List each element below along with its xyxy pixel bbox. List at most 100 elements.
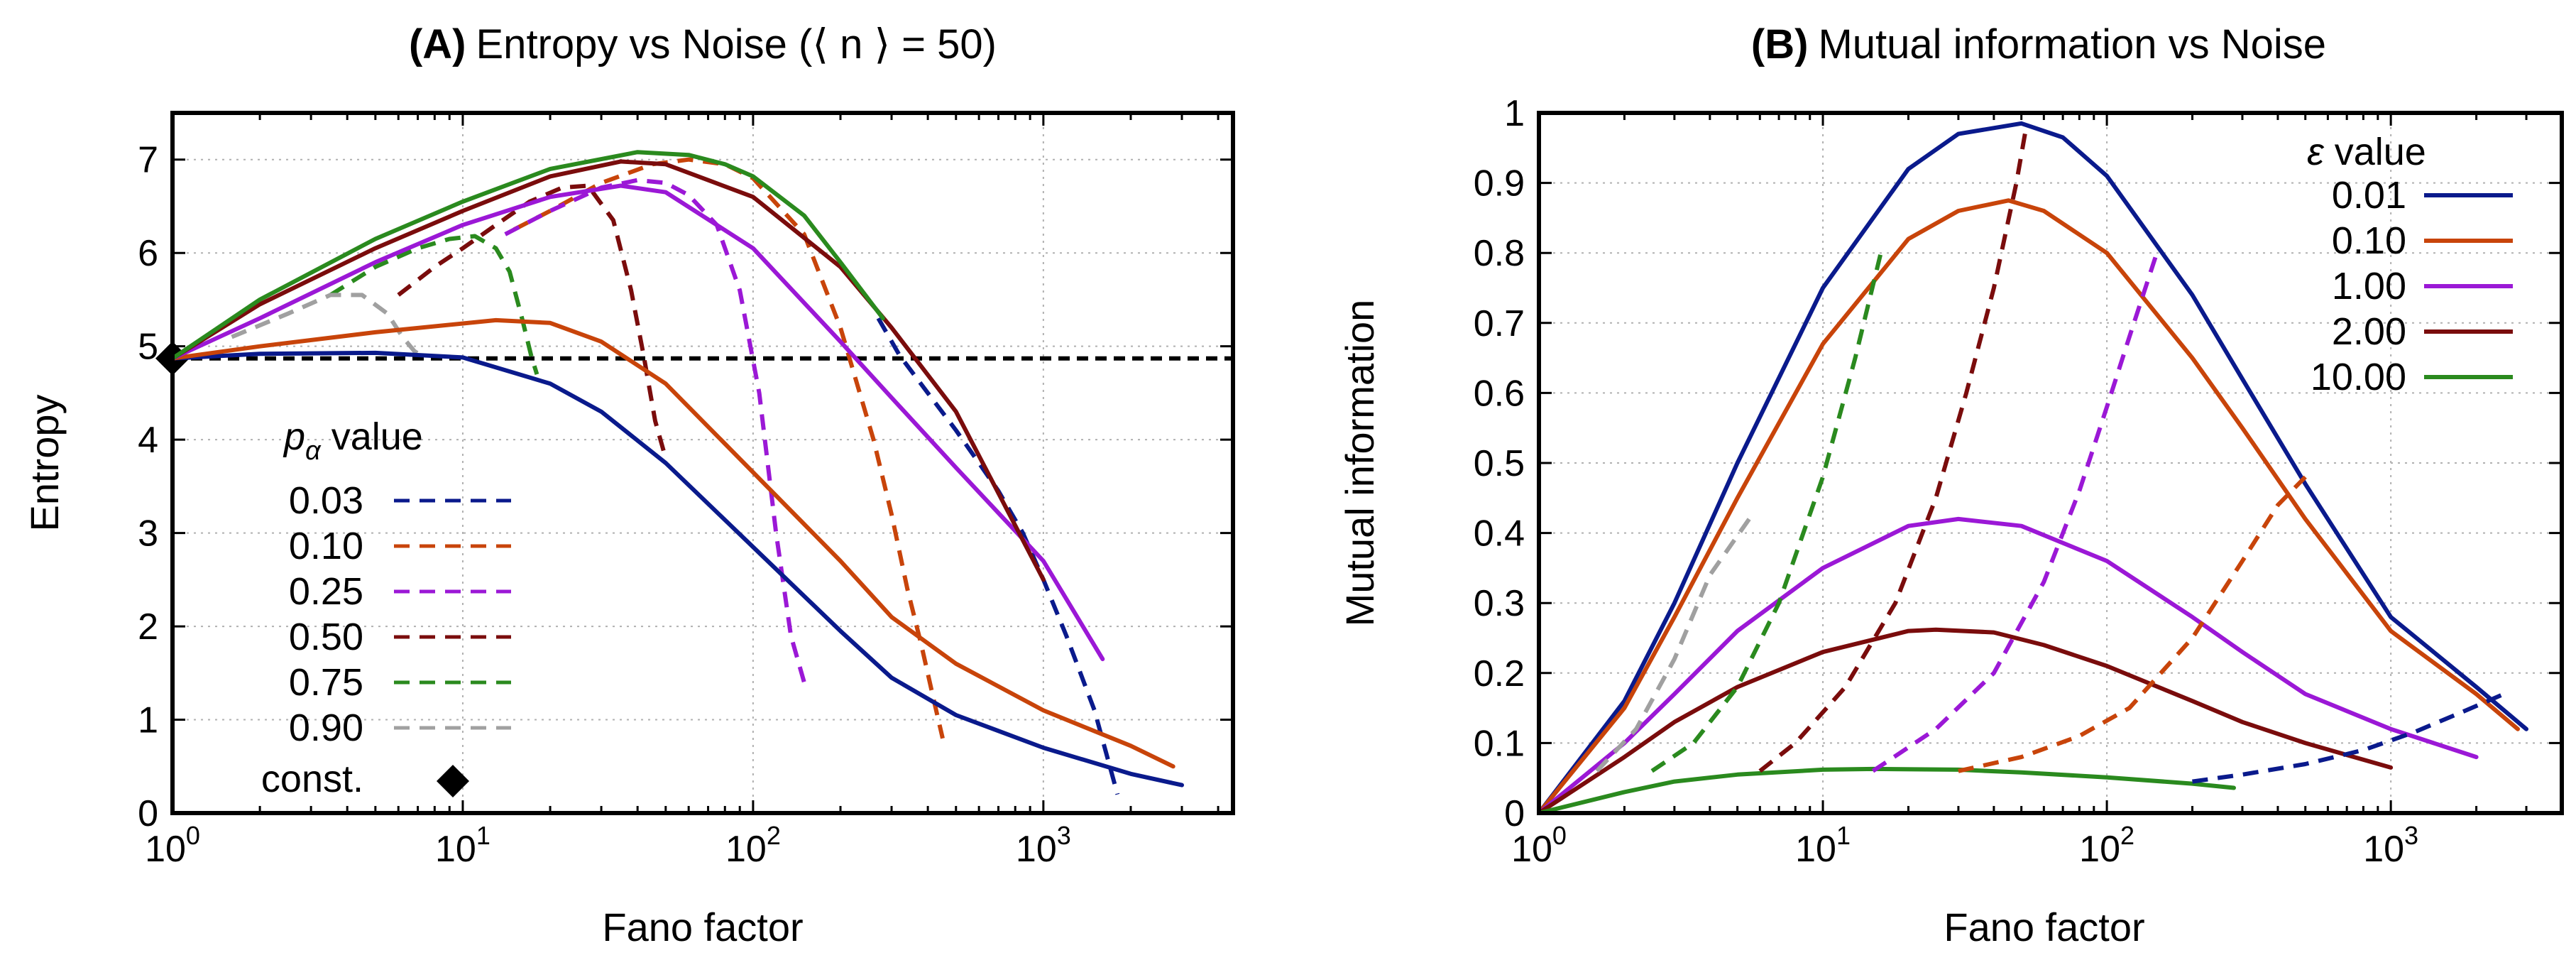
- panel-a-legend: pα value 0.030.100.250.500.750.90 const.: [261, 415, 511, 800]
- panel-b-mutual-information: (B) Mutual information vs Noise 100 101 102…: [1337, 21, 2564, 949]
- series-line-d4: [1758, 126, 2029, 773]
- x-tick-exponent: 3: [2404, 821, 2418, 850]
- panel-b-ylabel: Mutual information: [1337, 300, 1382, 627]
- y-tick-label: 0.2: [1474, 653, 1525, 694]
- series-line-10.00: [1537, 766, 2236, 815]
- x-tick-label: 101: [435, 821, 490, 870]
- series-line-0.90: [231, 293, 423, 358]
- x-tick-exponent: 1: [476, 821, 490, 850]
- series-line-d2: [1958, 475, 2307, 773]
- x-tick-label: 102: [725, 821, 781, 870]
- legend-b-label: 0.01: [2332, 174, 2406, 217]
- legend-b-title-text: value: [2324, 131, 2426, 173]
- x-tick-exponent: 3: [1057, 821, 1071, 850]
- y-tick-label: 0: [138, 793, 158, 834]
- x-tick-base: 10: [145, 829, 186, 870]
- x-tick-label: 100: [1511, 821, 1567, 870]
- legend-a-title-text: value: [321, 415, 423, 458]
- legend-a-label: 0.10: [289, 525, 363, 567]
- panel-a-entropy: (A) Entropy vs Noise (⟨ n ⟩ = 50) 100 101 1…: [22, 21, 1235, 949]
- y-tick-label: 1: [1504, 93, 1525, 134]
- panel-a-title-tag: (A): [409, 21, 466, 67]
- legend-a-label: 0.25: [289, 570, 363, 613]
- panel-b-series: [1537, 121, 2528, 815]
- legend-a-label: 0.75: [289, 661, 363, 704]
- x-tick-base: 10: [2079, 829, 2120, 870]
- y-tick-label: 2: [138, 606, 158, 648]
- series-line-0.10: [1537, 198, 2520, 815]
- legend-a-label: 0.90: [289, 707, 363, 749]
- panel-a-grid: [172, 113, 1233, 813]
- y-tick-label: 0.9: [1474, 163, 1525, 205]
- x-tick-label: 103: [2363, 821, 2418, 870]
- series-line-d1: [2192, 692, 2505, 784]
- series-line-s1: [170, 350, 1184, 788]
- series-line-0.03: [876, 317, 1120, 795]
- x-tick-label: 101: [1795, 821, 1851, 870]
- x-tick-label: 103: [1016, 821, 1071, 870]
- series-line-s4: [170, 159, 1046, 582]
- y-tick-label: 0.5: [1474, 443, 1525, 484]
- panel-a-xlabel: Fano factor: [602, 905, 803, 949]
- x-tick-base: 10: [725, 829, 767, 870]
- legend-a-label: 0.03: [289, 479, 363, 522]
- x-tick-base: 10: [435, 829, 476, 870]
- panel-b-xlabel: Fano factor: [1944, 905, 2144, 949]
- x-tick-exponent: 0: [186, 821, 200, 850]
- series-line-d6: [1595, 518, 1751, 773]
- panel-b-title-text: Mutual information vs Noise: [1818, 21, 2326, 67]
- series-line-0.10: [513, 157, 945, 739]
- series-line-s5: [170, 150, 885, 361]
- panel-b-ticks: 100 101 102 10300.10.20.30.40.50.60.70.80.9…: [1474, 93, 2563, 870]
- legend-a-label: 0.50: [289, 616, 363, 658]
- panel-b-grid: [1539, 113, 2562, 813]
- legend-a-const-label: const.: [261, 758, 363, 800]
- y-tick-label: 3: [138, 513, 158, 555]
- panel-b-legend-title: ε value: [2307, 131, 2426, 173]
- panel-a-series: [155, 150, 1233, 795]
- panel-a-title: (A) Entropy vs Noise (⟨ n ⟩ = 50): [409, 21, 997, 67]
- x-tick-base: 10: [1016, 829, 1057, 870]
- x-tick-exponent: 0: [1552, 821, 1567, 850]
- panel-a-title-text: Entropy vs Noise (⟨ n ⟩ = 50): [476, 21, 997, 67]
- series-line-s2: [170, 317, 1175, 769]
- y-tick-label: 0.8: [1474, 233, 1525, 274]
- panel-b-title: (B) Mutual information vs Noise: [1751, 21, 2326, 67]
- x-tick-base: 10: [1795, 829, 1836, 870]
- x-tick-base: 10: [1511, 829, 1552, 870]
- legend-b-label: 0.10: [2332, 219, 2406, 262]
- y-tick-label: 0: [1504, 793, 1525, 834]
- series-line-s3: [170, 183, 1105, 662]
- series-line-1.00: [1537, 516, 2479, 815]
- x-tick-label: 102: [2079, 821, 2134, 870]
- y-tick-label: 5: [138, 327, 158, 368]
- panel-a-legend-items: 0.030.100.250.500.750.90: [289, 479, 511, 749]
- y-tick-label: 0.3: [1474, 583, 1525, 624]
- legend-b-label: 2.00: [2332, 310, 2406, 353]
- y-tick-label: 0.4: [1474, 513, 1525, 555]
- panel-b-title-tag: (B): [1751, 21, 1809, 67]
- legend-b-label: 10.00: [2311, 356, 2406, 398]
- y-tick-label: 7: [138, 140, 158, 181]
- series-line-0.25: [504, 178, 806, 683]
- y-tick-label: 0.6: [1474, 373, 1525, 414]
- series-line-d5: [1650, 252, 1883, 773]
- x-tick-exponent: 1: [1836, 821, 1851, 850]
- x-tick-base: 10: [2363, 829, 2404, 870]
- series-line-2.00: [1537, 627, 2394, 815]
- legend-b-title-symbol: ε: [2307, 131, 2325, 173]
- x-tick-exponent: 2: [767, 821, 781, 850]
- y-tick-label: 4: [138, 420, 158, 461]
- series-line-0.50: [397, 183, 668, 459]
- legend-a-const-diamond-icon: [437, 765, 469, 797]
- series-line-0.01: [1537, 121, 2528, 815]
- legend-a-title-symbol: p: [283, 415, 305, 458]
- legend-a-title-sub: α: [305, 436, 322, 466]
- panel-a-ylabel: Entropy: [22, 395, 67, 532]
- x-tick-exponent: 2: [2120, 821, 2134, 850]
- legend-b-label: 1.00: [2332, 265, 2406, 307]
